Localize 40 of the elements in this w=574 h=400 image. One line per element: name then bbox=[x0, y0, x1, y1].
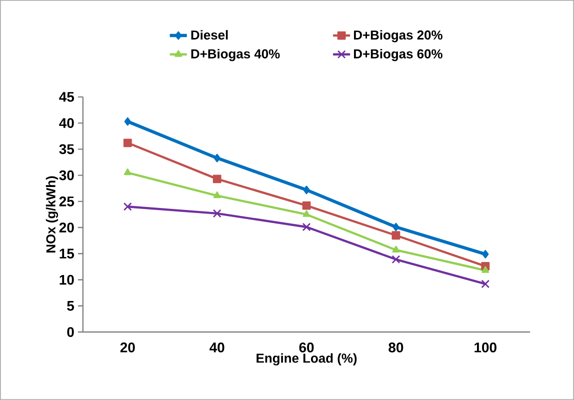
point bbox=[392, 255, 400, 264]
point bbox=[303, 186, 310, 194]
point bbox=[302, 201, 311, 210]
x-tick-label: 20 bbox=[120, 342, 135, 352]
legend-label: Diesel bbox=[191, 30, 228, 40]
point bbox=[482, 250, 489, 258]
x-tick-label: 100 bbox=[474, 342, 496, 352]
point bbox=[123, 202, 132, 211]
point bbox=[302, 210, 310, 217]
y-tick-label: 20 bbox=[59, 222, 74, 233]
point bbox=[213, 192, 221, 198]
y-tick-label: 45 bbox=[59, 92, 74, 102]
point bbox=[123, 138, 132, 148]
point bbox=[392, 246, 400, 252]
y-tick-label: 25 bbox=[59, 196, 74, 206]
point bbox=[212, 209, 222, 218]
y-tick-label: 10 bbox=[60, 274, 74, 285]
point bbox=[124, 117, 131, 126]
point bbox=[392, 222, 400, 232]
y-axis-title: NOx (g/kWh) bbox=[46, 176, 58, 253]
x-tick-label: 80 bbox=[388, 342, 404, 352]
x-tick-label: 60 bbox=[299, 342, 314, 352]
y-tick-label: 0 bbox=[67, 327, 74, 337]
x-tick-label: 40 bbox=[210, 342, 224, 352]
y-tick-label: 30 bbox=[59, 170, 74, 180]
point bbox=[302, 222, 311, 232]
point bbox=[214, 154, 220, 162]
point bbox=[482, 266, 490, 273]
legend-label: D+Biogas 40% bbox=[191, 48, 280, 62]
legend-label: D+Biogas 60% bbox=[354, 48, 442, 62]
y-tick-label: 5 bbox=[67, 301, 74, 311]
point bbox=[392, 231, 400, 240]
point bbox=[124, 168, 132, 176]
point bbox=[481, 280, 490, 288]
y-tick-label: 40 bbox=[59, 118, 74, 128]
x-axis-title: Engine Load (%) bbox=[256, 353, 357, 366]
y-tick-label: 15 bbox=[60, 248, 74, 259]
legend-label: D+Biogas 20% bbox=[354, 30, 442, 42]
y-tick-label: 35 bbox=[59, 144, 74, 154]
point bbox=[212, 174, 222, 184]
